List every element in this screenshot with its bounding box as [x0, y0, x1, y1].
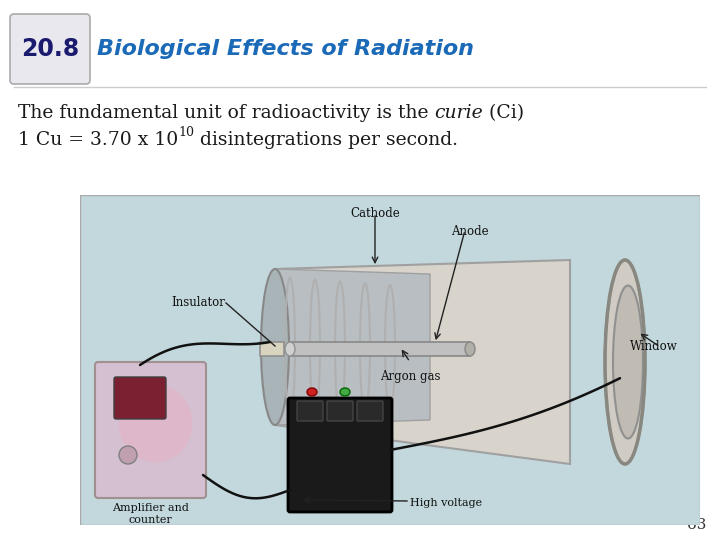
PathPatch shape [275, 260, 570, 464]
Text: disintegrations per second.: disintegrations per second. [194, 131, 458, 149]
Ellipse shape [119, 384, 192, 462]
Ellipse shape [285, 342, 295, 356]
Text: 1 Cu = 3.70 x 10: 1 Cu = 3.70 x 10 [18, 131, 179, 149]
FancyBboxPatch shape [297, 401, 323, 421]
PathPatch shape [275, 269, 430, 425]
Text: Argon gas: Argon gas [379, 370, 440, 383]
Text: 20.8: 20.8 [21, 37, 79, 61]
Text: Insulator: Insulator [171, 296, 225, 309]
Ellipse shape [340, 388, 350, 396]
FancyBboxPatch shape [288, 398, 392, 512]
FancyBboxPatch shape [95, 362, 206, 498]
Text: The fundamental unit of radioactivity is the: The fundamental unit of radioactivity is… [18, 104, 434, 122]
Text: High voltage: High voltage [410, 498, 482, 508]
Text: Biological Effects of Radiation: Biological Effects of Radiation [97, 39, 474, 59]
Ellipse shape [605, 260, 645, 464]
Ellipse shape [465, 342, 475, 356]
FancyBboxPatch shape [357, 401, 383, 421]
FancyBboxPatch shape [10, 14, 90, 84]
Text: Amplifier and
counter: Amplifier and counter [112, 503, 189, 524]
Ellipse shape [119, 446, 137, 464]
Ellipse shape [261, 269, 289, 425]
Bar [260, 342, 284, 356]
Ellipse shape [307, 388, 317, 396]
Text: 63: 63 [687, 518, 706, 532]
Ellipse shape [613, 286, 643, 438]
Text: Cathode: Cathode [350, 207, 400, 220]
Text: Window: Window [630, 341, 678, 354]
Text: (Ci): (Ci) [483, 104, 524, 122]
FancyBboxPatch shape [114, 377, 166, 419]
Text: 10: 10 [179, 125, 194, 138]
FancyBboxPatch shape [327, 401, 353, 421]
Bar [290, 342, 470, 356]
Text: curie: curie [434, 104, 483, 122]
Text: Anode: Anode [451, 225, 489, 238]
